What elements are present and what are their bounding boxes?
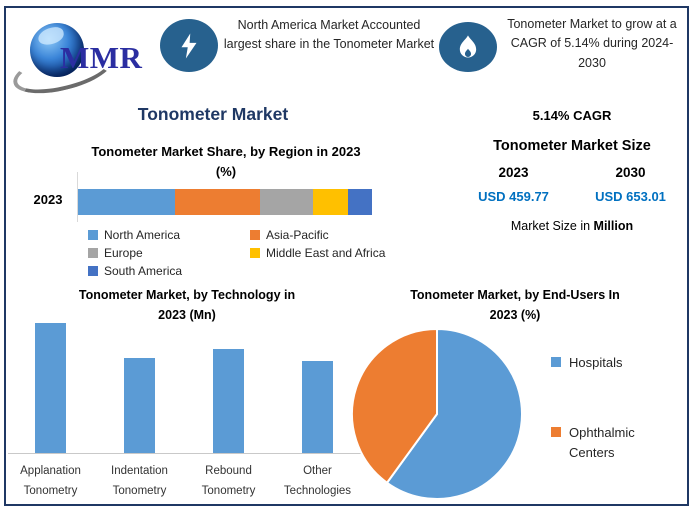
legend-swatch-asia-pacific: [250, 230, 260, 240]
tech-bar-area: [35, 318, 66, 453]
region-stacked-bar: [78, 189, 372, 215]
tech-label-other-technologies: Other Technologies: [284, 462, 351, 501]
endusers-chart-title: Tonometer Market, by End-Users In 2023 (…: [370, 285, 660, 325]
legend-label-north-america: North America: [104, 228, 181, 242]
region-chart-title: Tonometer Market Share, by Region in 202…: [76, 142, 376, 181]
technology-chart-baseline: [8, 453, 368, 454]
year-end-label: 2030: [615, 165, 646, 180]
market-size-note-unit: Million: [593, 219, 634, 233]
tech-label-line: Applanation: [20, 465, 81, 477]
legend-label-asia-pacific: Asia-Pacific: [266, 228, 329, 242]
technology-chart-title-line1: Tonometer Market, by Technology in: [78, 288, 296, 302]
technology-bar-chart: Applanation Tonometry Indentation Tonometry…: [6, 318, 368, 506]
pie-legend-item-hospitals: Hospitals: [551, 353, 674, 373]
tech-label-line: Rebound: [205, 465, 252, 477]
year-start-label: 2023: [498, 165, 529, 180]
legend-swatch-north-america: [88, 230, 98, 240]
stacked-segment-north-america: [78, 189, 176, 215]
tech-label-line: Tonometry: [112, 484, 167, 497]
stacked-segment-asia-pacific: [175, 189, 261, 215]
region-chart-title-line1: Tonometer Market Share, by Region in 202…: [91, 144, 361, 159]
market-size-values-row: USD 459.77 USD 653.01: [455, 189, 689, 204]
header-highlight-north-america: North America Market Accounted largest s…: [223, 18, 435, 52]
logo-text: MMR: [60, 40, 143, 75]
legend-item-north-america: North America: [88, 227, 250, 243]
tech-column-applanation-tonometry: Applanation Tonometry: [6, 318, 95, 506]
legend-item-south-america: South America: [88, 263, 250, 279]
tech-bar-indentation-tonometry: [124, 358, 155, 453]
tech-column-rebound-tonometry: Rebound Tonometry: [184, 318, 273, 506]
flame-icon: [439, 22, 497, 72]
legend-label-europe: Europe: [104, 246, 143, 260]
market-size-title: Tonometer Market Size: [493, 138, 651, 154]
tech-label-line: Technologies: [283, 484, 352, 497]
tech-bar-area: [124, 318, 155, 453]
tech-label-rebound-tonometry: Rebound Tonometry: [202, 462, 256, 501]
legend-swatch-europe: [88, 248, 98, 258]
pie-legend-item-ophthalmic-centers: Ophthalmic Centers: [551, 423, 674, 463]
region-chart-title-line2: (%): [215, 163, 237, 179]
endusers-chart-title-line2: 2023 (%): [489, 308, 541, 322]
lightning-bolt-icon: [160, 19, 218, 72]
tech-bar-area: [302, 318, 333, 453]
value-end: USD 653.01: [595, 189, 666, 204]
legend-item-asia-pacific: Asia-Pacific: [250, 227, 385, 243]
ophthalmic-centers-swatch: [551, 427, 561, 437]
tech-bar-other-technologies: [302, 360, 333, 453]
legend-label-middle-east-and-africa: Middle East and Africa: [266, 246, 386, 260]
tech-bar-applanation-tonometry: [35, 323, 66, 453]
technology-chart-title-line2: 2023 (Mn): [158, 308, 216, 322]
tech-label-applanation-tonometry: Applanation Tonometry: [20, 462, 81, 501]
technology-chart-plot: Applanation Tonometry Indentation Tonometry…: [6, 318, 362, 506]
region-chart-legend: North America Asia-Pacific Europe Middle Ea…: [88, 227, 385, 279]
stacked-segment-europe: [260, 189, 314, 215]
legend-item-middle-east-and-africa: Middle East and Africa: [250, 245, 385, 261]
legend-item-europe: Europe: [88, 245, 250, 261]
region-chart-axis-line: [77, 172, 78, 222]
tech-column-other-technologies: Other Technologies: [273, 318, 362, 506]
market-size-years-row: 2023 2030: [455, 165, 689, 180]
technology-chart-title: Tonometer Market, by Technology in 2023 …: [42, 285, 332, 325]
hospitals-swatch: [551, 357, 561, 367]
mmr-logo: MMR: [8, 10, 158, 102]
market-size-note-prefix: Market Size in: [510, 219, 594, 233]
stacked-segment-middle-east-and-africa: [313, 189, 349, 215]
tech-label-line: Indentation: [111, 465, 168, 477]
header-highlight-cagr: Tonometer Market to grow at a CAGR of 5.…: [507, 17, 677, 70]
legend-swatch-middle-east-and-africa: [250, 248, 260, 258]
endusers-chart-title-line1: Tonometer Market, by End-Users In: [410, 288, 620, 302]
tech-label-line: Tonometry: [23, 484, 78, 497]
pie-slice-hospitals: [385, 327, 523, 500]
legend-label-south-america: South America: [104, 264, 183, 278]
ophthalmic-centers-label: Ophthalmic Centers: [569, 425, 635, 461]
page-title: Tonometer Market: [137, 104, 289, 124]
market-size-panel: 5.14% CAGR Tonometer Market Size 2023 20…: [455, 108, 689, 233]
tech-label-line: Other: [303, 465, 332, 477]
cagr-value: 5.14% CAGR: [532, 108, 612, 123]
hospitals-label: Hospitals: [569, 355, 623, 370]
legend-swatch-south-america: [88, 266, 98, 276]
tech-label-line: Tonometry: [201, 484, 256, 497]
pie-slice-ophthalmic-centers: [351, 327, 438, 485]
market-size-note: Market Size in Million: [455, 219, 689, 233]
region-chart-category-label: 2023: [33, 192, 63, 207]
endusers-pie-chart: [351, 327, 523, 500]
value-start: USD 459.77: [478, 189, 549, 204]
tech-label-indentation-tonometry: Indentation Tonometry: [111, 462, 168, 501]
stacked-segment-south-america: [348, 189, 372, 215]
tech-column-indentation-tonometry: Indentation Tonometry: [95, 318, 184, 506]
tech-bar-area: [213, 318, 244, 453]
tech-bar-rebound-tonometry: [213, 349, 244, 453]
